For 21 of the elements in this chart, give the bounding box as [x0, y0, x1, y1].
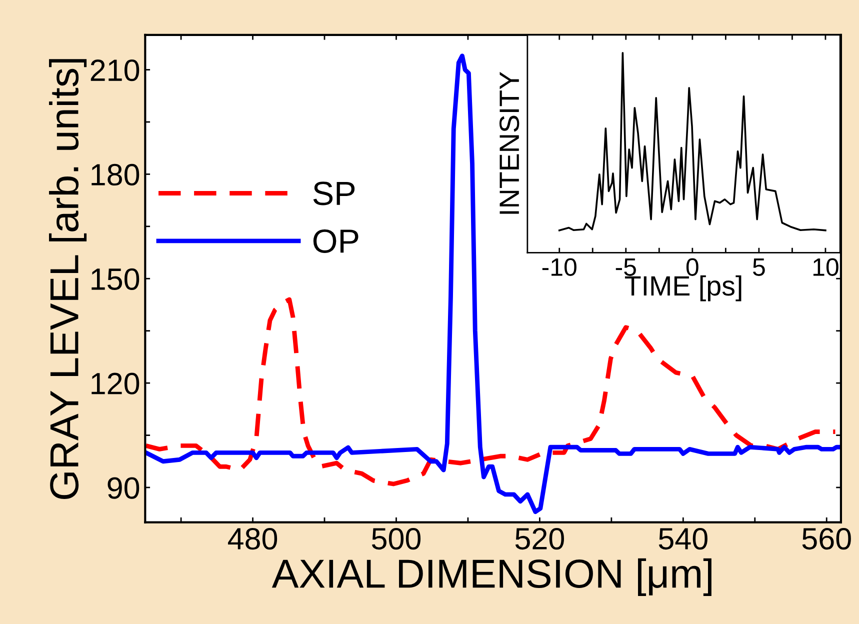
x-tick-label: 10 [813, 258, 838, 276]
x-tick-label: 560 [802, 528, 851, 550]
x-axis-title: AXIAL DIMENSION [μm] [272, 558, 712, 596]
y-axis-title: GRAY LEVEL [arb. units] [49, 59, 87, 499]
y-tick-label: 90 [108, 477, 140, 499]
y-tick-label: 180 [92, 164, 140, 186]
y-tick-label: 210 [90, 59, 140, 82]
x-tick-label: 500 [372, 528, 421, 550]
x-tick-label: -10 [542, 258, 576, 276]
legend-label: SP [313, 182, 355, 206]
x-tick-label: 540 [658, 528, 708, 550]
y-tick-label: 120 [92, 372, 140, 394]
y-tick-label: 150 [92, 268, 140, 290]
x-tick-label: -5 [616, 258, 636, 276]
x-tick-label: 0 [686, 258, 698, 276]
x-axis-title: TIME [ps] [624, 275, 742, 302]
x-tick-label: 520 [515, 528, 564, 550]
x-tick-label: 5 [752, 258, 765, 276]
x-tick-label: 480 [228, 528, 278, 550]
legend-label: OP [313, 229, 358, 253]
y-axis-title: INTENSITY [499, 72, 520, 214]
